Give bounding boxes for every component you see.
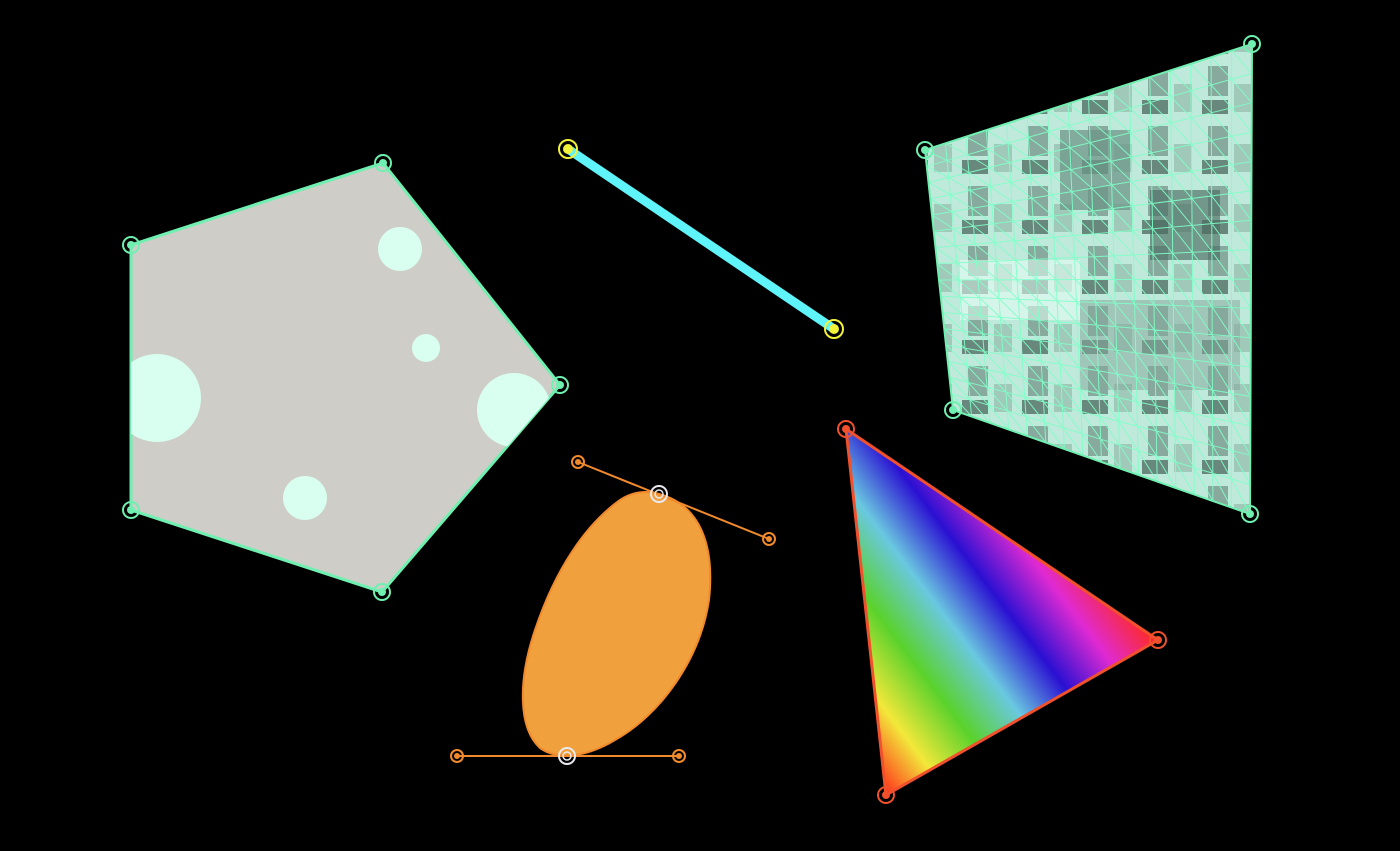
circle-handle-icon[interactable] (877, 786, 895, 804)
pentagon-shape[interactable] (113, 154, 569, 601)
handle-dot (378, 588, 386, 596)
circle-handle-icon[interactable] (944, 401, 962, 419)
bezier-anchor-top[interactable] (650, 485, 668, 503)
triangle-vertex-handle[interactable] (1149, 631, 1167, 649)
ellipse-shape[interactable] (450, 455, 776, 765)
handle-dot (127, 241, 135, 249)
circle-handle-icon[interactable] (373, 583, 391, 601)
pentagon-vertex-handle[interactable] (374, 154, 392, 172)
mesh-image-shape[interactable] (916, 35, 1261, 523)
circle-handle-icon[interactable] (672, 749, 686, 763)
mesh-image-region (960, 260, 1080, 320)
circle-handle-icon[interactable] (374, 154, 392, 172)
pentagon-vertex-handle[interactable] (122, 236, 140, 254)
pentagon-vertex-handle[interactable] (373, 583, 391, 601)
handle-dot (575, 459, 581, 465)
pentagon-vertex-handle[interactable] (122, 501, 140, 519)
handle-dot (1154, 636, 1162, 644)
bezier-control-handle-top-right[interactable] (762, 532, 776, 546)
circle-handle-icon[interactable] (837, 420, 855, 438)
circle-handle-icon[interactable] (571, 455, 585, 469)
mesh-corner-handle[interactable] (916, 141, 934, 159)
line-segment[interactable] (563, 144, 839, 334)
handle-dot (676, 753, 682, 759)
bezier-control-handle-bottom-left[interactable] (450, 749, 464, 763)
ellipse-body[interactable] (521, 491, 712, 757)
handle-dot (563, 144, 573, 154)
circle-handle-icon[interactable] (558, 747, 576, 765)
circle-handle-icon[interactable] (122, 236, 140, 254)
circle-handle-icon[interactable] (916, 141, 934, 159)
circle-handle-icon[interactable] (558, 139, 578, 159)
circle-handle-icon[interactable] (450, 749, 464, 763)
line-start-handle[interactable] (558, 139, 578, 159)
pentagon-body[interactable] (129, 161, 562, 594)
mesh-corner-handle[interactable] (1243, 35, 1261, 53)
circle-handle-icon[interactable] (1149, 631, 1167, 649)
pentagon-spot (131, 354, 201, 442)
handle-dot (654, 489, 664, 499)
line-end-handle[interactable] (824, 319, 844, 339)
handle-dot (556, 381, 564, 389)
bezier-control-handle-bottom-right[interactable] (672, 749, 686, 763)
handle-dot (766, 536, 772, 542)
triangle-vertex-handle[interactable] (837, 420, 855, 438)
handle-dot (454, 753, 460, 759)
handle-dot (562, 751, 572, 761)
triangle-body[interactable] (844, 425, 1161, 798)
mesh-image-region (1150, 190, 1220, 260)
bezier-anchor-bottom[interactable] (558, 747, 576, 765)
circle-handle-icon[interactable] (650, 485, 668, 503)
bezier-control-arm-top (577, 461, 770, 540)
pentagon-spot (283, 476, 327, 520)
line-shape[interactable] (558, 139, 844, 339)
handle-dot (379, 159, 387, 167)
handle-dot (949, 406, 957, 414)
bezier-control-handle-top-left[interactable] (571, 455, 585, 469)
handle-dot (921, 146, 929, 154)
circle-handle-icon[interactable] (551, 376, 569, 394)
handle-dot (842, 425, 850, 433)
circle-handle-icon[interactable] (1243, 35, 1261, 53)
circle-handle-icon[interactable] (1241, 505, 1259, 523)
circle-handle-icon[interactable] (122, 501, 140, 519)
handle-dot (882, 791, 890, 799)
mesh-corner-handle[interactable] (1241, 505, 1259, 523)
pentagon-vertex-handle[interactable] (551, 376, 569, 394)
pentagon-spot (378, 227, 422, 271)
handle-dot (127, 506, 135, 514)
mesh-corner-handle[interactable] (944, 401, 962, 419)
handle-dot (1246, 510, 1254, 518)
triangle-vertex-handle[interactable] (877, 786, 895, 804)
circle-handle-icon[interactable] (824, 319, 844, 339)
pentagon-spot (412, 334, 440, 362)
circle-handle-icon[interactable] (762, 532, 776, 546)
triangle-shape[interactable] (837, 420, 1167, 804)
handle-dot (829, 324, 839, 334)
handle-dot (1248, 40, 1256, 48)
